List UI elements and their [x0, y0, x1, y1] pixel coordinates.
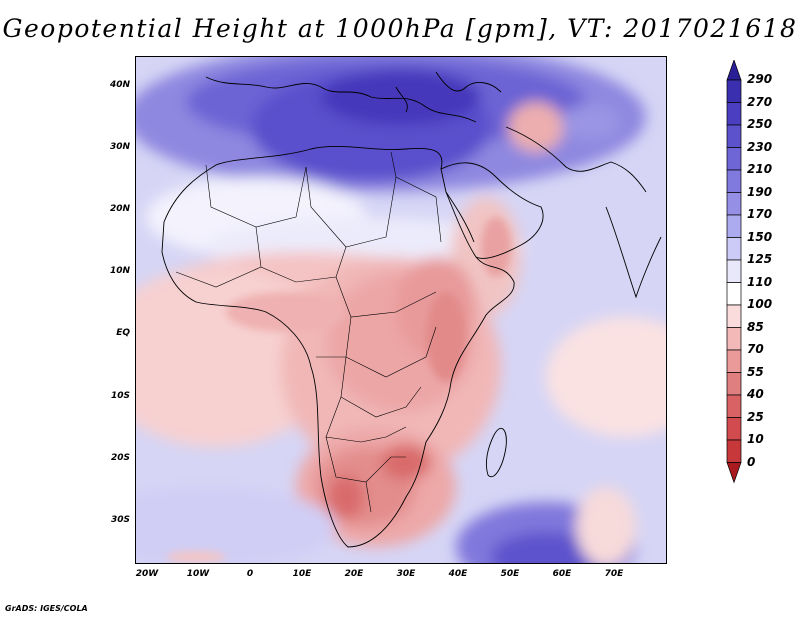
geopotential-map: [136, 57, 666, 563]
colorbar-swatch: [726, 214, 742, 238]
colorbar: [726, 60, 742, 484]
colorbar-level-label: 270: [747, 94, 773, 109]
lon-label: 50E: [500, 569, 520, 579]
colorbar-bottom-arrow: [726, 462, 742, 484]
colorbar-swatch: [726, 282, 742, 306]
map-title: Geopotential Height at 1000hPa [gpm], VT…: [2, 14, 798, 43]
colorbar-level-label: 125: [747, 252, 773, 266]
lat-label: 20S: [110, 453, 130, 463]
lat-label: 30N: [109, 142, 130, 152]
colorbar-level-label: 10: [747, 432, 764, 446]
map-panel: [135, 56, 667, 564]
lon-label: 10W: [186, 569, 210, 579]
lon-label: 70E: [604, 569, 624, 579]
colorbar-level-label: 100: [747, 297, 773, 311]
colorbar-swatch: [726, 372, 742, 396]
colorbar-swatch: [726, 417, 742, 441]
colorbar-level-label: 40: [747, 387, 764, 401]
colorbar-level-label: 290: [747, 72, 773, 86]
lon-label: 20E: [344, 569, 364, 579]
lon-label: 40E: [448, 569, 468, 579]
africa-coastline: [161, 146, 515, 548]
mediterranean-north-coast: [205, 76, 477, 123]
colorbar-swatch: [726, 124, 742, 148]
colorbar-level-label: 25: [747, 409, 764, 424]
height-field-detail: [166, 217, 511, 563]
greece-turkey-coast: [435, 71, 502, 93]
lon-label: 30E: [396, 569, 416, 579]
lon-label: 10E: [292, 569, 312, 579]
lat-label: 20N: [109, 204, 130, 214]
colorbar-swatch: [726, 259, 742, 283]
colorbar-level-label: 110: [747, 274, 773, 289]
colorbar-level-label: 230: [747, 139, 773, 154]
country-borders: [175, 151, 442, 513]
lat-label: 10S: [110, 391, 130, 401]
colorbar-swatch: [726, 349, 742, 373]
colorbar-top-arrow: [726, 60, 742, 81]
coastlines: [161, 71, 662, 548]
lat-label: 10N: [109, 266, 130, 276]
colorbar-swatch: [726, 327, 742, 351]
colorbar-swatch: [726, 169, 742, 193]
colorbar-swatch: [726, 237, 742, 261]
colorbar-swatch: [726, 147, 742, 171]
colorbar-level-label: 190: [747, 184, 773, 199]
colorbar-level-label: 85: [747, 319, 764, 334]
lat-label: EQ: [116, 328, 130, 338]
lat-label: 40N: [109, 80, 130, 90]
lon-label: 0: [246, 569, 254, 579]
lat-label: 30S: [110, 515, 130, 525]
madagascar-coastline: [485, 427, 507, 478]
italy-coast: [395, 86, 408, 113]
india-coastline: [605, 206, 662, 299]
iran-coastline: [505, 126, 647, 193]
colorbar-swatch: [726, 79, 742, 103]
lon-label: 60E: [552, 569, 572, 579]
colorbar-swatch: [726, 192, 742, 216]
colorbar-level-label: 250: [747, 117, 773, 131]
colorbar-swatch: [726, 304, 742, 328]
arabia-coastline: [440, 162, 544, 259]
colorbar-level-label: 210: [747, 162, 773, 176]
lon-label: 20W: [135, 569, 159, 579]
colorbar-level-label: 0: [747, 454, 756, 469]
colorbar-level-label: 55: [747, 364, 764, 379]
colorbar-level-label: 170: [747, 207, 773, 221]
colorbar-level-label: 70: [747, 342, 764, 356]
colorbar-level-label: 150: [747, 229, 773, 244]
colorbar-swatch: [726, 102, 742, 126]
red-sea-coast: [445, 191, 475, 243]
credit-text: GrADS: IGES/COLA: [5, 604, 88, 613]
colorbar-swatch: [726, 439, 742, 463]
colorbar-swatch: [726, 394, 742, 418]
